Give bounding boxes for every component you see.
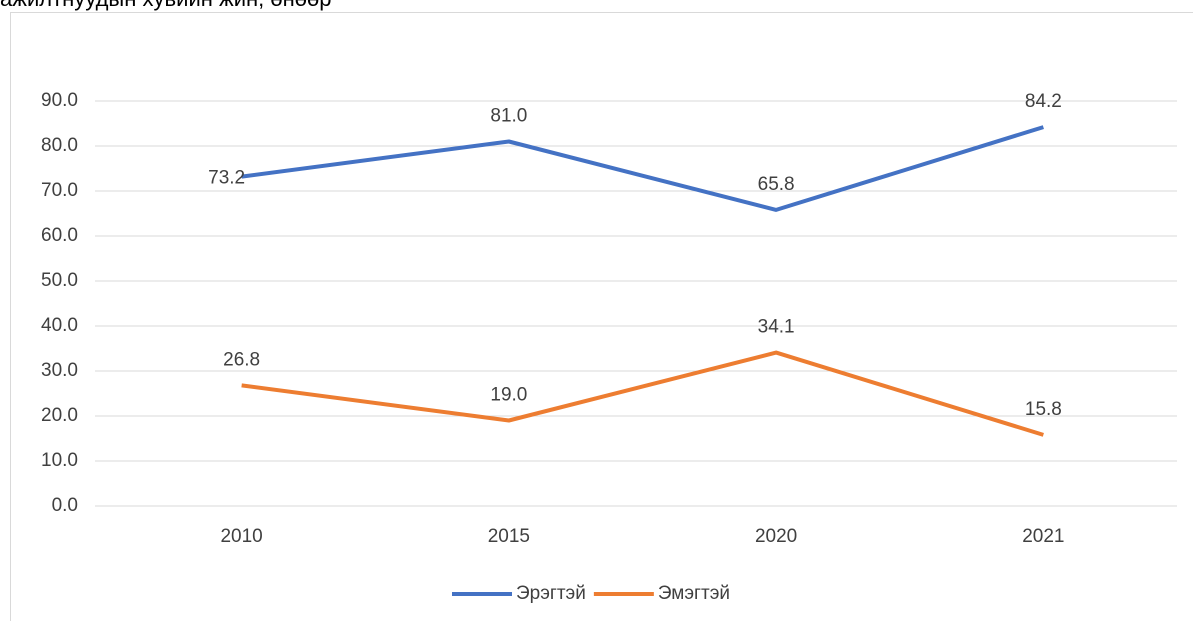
y-tick-label: 80.0 xyxy=(41,135,78,156)
chart-title: ажилтнуудын хувийн жин, өнөөр xyxy=(0,0,331,11)
legend-label: Эмэгтэй xyxy=(658,583,730,604)
data-label: 84.2 xyxy=(1025,91,1062,112)
data-label: 26.8 xyxy=(223,349,260,370)
chart-border xyxy=(10,12,1193,621)
x-tick-label: 2015 xyxy=(488,526,530,547)
y-tick-label: 30.0 xyxy=(41,360,78,381)
y-tick-label: 70.0 xyxy=(41,180,78,201)
series-line xyxy=(241,125,1044,212)
y-tick-label: 60.0 xyxy=(41,225,78,246)
data-label: 73.2 xyxy=(208,168,245,189)
x-tick-label: 2010 xyxy=(220,526,262,547)
y-tick-label: 90.0 xyxy=(41,90,78,111)
series-line xyxy=(241,350,1044,437)
y-tick-label: 40.0 xyxy=(41,315,78,336)
data-label: 65.8 xyxy=(758,174,795,195)
x-tick-label: 2021 xyxy=(1022,526,1064,547)
data-label: 19.0 xyxy=(490,385,527,406)
legend-label: Эрэгтэй xyxy=(516,583,586,604)
y-tick-label: 50.0 xyxy=(41,270,78,291)
y-tick-label: 10.0 xyxy=(41,450,78,471)
y-tick-label: 0.0 xyxy=(52,495,78,516)
data-label: 15.8 xyxy=(1025,399,1062,420)
x-tick-label: 2020 xyxy=(755,526,797,547)
y-tick-label: 20.0 xyxy=(41,405,78,426)
data-label: 34.1 xyxy=(758,317,795,338)
data-label: 81.0 xyxy=(490,106,527,127)
